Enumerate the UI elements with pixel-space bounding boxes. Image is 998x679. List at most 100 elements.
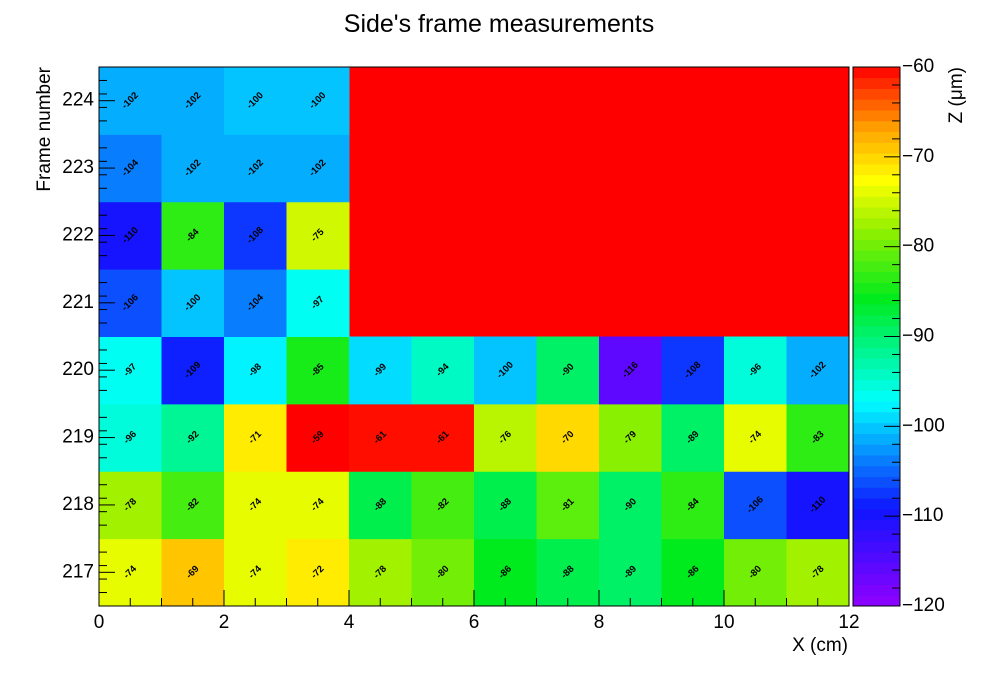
color-bar-segment [853, 541, 900, 553]
color-bar-segment [853, 508, 900, 521]
color-bar-tick-label: −90 [902, 326, 934, 347]
heatmap-cell [224, 269, 287, 337]
color-bar-segment [853, 368, 900, 381]
heatmap-cell [286, 67, 350, 135]
color-bar-segment [853, 465, 900, 478]
heatmap-cell [786, 336, 850, 405]
color-bar-segment [853, 142, 900, 154]
heatmap-cell [224, 403, 287, 472]
heatmap-cell [286, 269, 350, 337]
heatmap-cell [599, 336, 662, 405]
color-bar-segment [853, 562, 900, 575]
color-bar-segment [853, 390, 900, 402]
heatmap-cell [411, 336, 475, 405]
color-bar-segment [853, 185, 900, 197]
color-bar-axis: −60 −70 −80 −90 −100 −110 −120 [884, 56, 945, 616]
y-tick-label: 219 [62, 427, 94, 448]
y-tick-label: 224 [62, 90, 94, 111]
color-bar-tick-label: −60 [902, 56, 934, 77]
y-tick-label: 217 [62, 561, 94, 582]
color-bar-segment [853, 433, 900, 445]
color-bar-segment [853, 271, 900, 283]
color-bar-segment [853, 476, 900, 488]
color-bar-segment [853, 455, 900, 467]
y-tick-label: 221 [62, 292, 94, 313]
x-tick-label: 2 [219, 612, 230, 633]
y-tick-label: 223 [62, 157, 94, 178]
heatmap-cell [786, 403, 850, 472]
heatmap-cell [474, 471, 537, 540]
x-tick-label: 6 [469, 612, 480, 633]
heatmap-cell [599, 403, 662, 472]
color-bar-segment [853, 336, 900, 348]
color-bar-segment [853, 379, 900, 391]
color-bar-segment [853, 530, 900, 542]
heatmap-cell [536, 538, 600, 607]
heatmap-cell [724, 471, 787, 540]
color-bar-segment [853, 584, 900, 596]
y-tick-label: 222 [62, 224, 94, 245]
heatmap-cell [411, 471, 475, 540]
heatmap-cell [661, 471, 725, 540]
color-bar-segment [853, 411, 900, 424]
heatmap-cell [286, 538, 350, 607]
x-tick-label: 4 [344, 612, 355, 633]
color-bar-segment [853, 174, 900, 186]
color-bar-segment [853, 595, 900, 607]
heatmap-cell [349, 336, 412, 405]
color-bar-segment [853, 498, 900, 510]
heatmap-cell [161, 201, 225, 270]
color-bar-segment [853, 325, 900, 337]
heatmap-cell [286, 336, 350, 405]
color-bar-segment [853, 99, 900, 111]
color-bar-segment [853, 110, 900, 122]
color-bar-segment [853, 120, 900, 133]
heatmap-cell [224, 471, 287, 540]
color-bar-segment [853, 67, 900, 79]
color-bar-segment [853, 314, 900, 327]
color-bar-segment [853, 552, 900, 564]
heatmap-cell [411, 538, 475, 607]
heatmap-cell [224, 67, 287, 135]
color-bar-segment [853, 487, 900, 499]
heatmap-cell [661, 538, 725, 607]
heatmap-cell [661, 403, 725, 472]
x-tick-label: 0 [94, 612, 105, 633]
color-bar-segment [853, 519, 900, 531]
color-bar-segment [853, 261, 900, 273]
color-bar-tick-label: −120 [902, 595, 945, 616]
color-bar-segment [853, 444, 900, 456]
heatmap-cell [286, 134, 350, 203]
heatmap-cell [536, 336, 600, 405]
color-bar-segment [853, 573, 900, 585]
heatmap-cell [286, 403, 350, 472]
heatmap-cell [161, 269, 225, 337]
color-bar [852, 66, 901, 607]
color-bar-label: Z (μm) [946, 67, 967, 123]
color-bar-segment [853, 77, 900, 89]
heatmap-cell [599, 538, 662, 607]
heatmap-cell [161, 134, 225, 203]
heatmap-cell [161, 471, 225, 540]
heatmap-cell [349, 471, 412, 540]
color-bar-segment [853, 293, 900, 305]
color-bar-tick-label: −110 [902, 505, 943, 526]
color-bar-segment [853, 347, 900, 359]
color-bar-segment [853, 358, 900, 370]
heatmap-cell [224, 201, 287, 270]
color-bar-segment [853, 164, 900, 176]
color-bar-segment [853, 250, 900, 262]
color-bar-segment [853, 282, 900, 294]
x-axis: 0 2 4 6 8 10 12 [94, 590, 860, 633]
heatmap-cell [474, 403, 537, 472]
color-bar-segment [853, 422, 900, 434]
heatmap-cell [161, 67, 225, 135]
color-bar-tick-label: −70 [902, 146, 934, 167]
heatmap-cell [161, 403, 225, 472]
x-tick-label: 12 [838, 612, 859, 633]
heatmap-cell [349, 538, 412, 607]
color-bar-segment [853, 88, 900, 100]
x-tick-label: 10 [713, 612, 734, 633]
color-bar-tick-label: −80 [902, 236, 934, 257]
heatmap-cell [286, 471, 350, 540]
